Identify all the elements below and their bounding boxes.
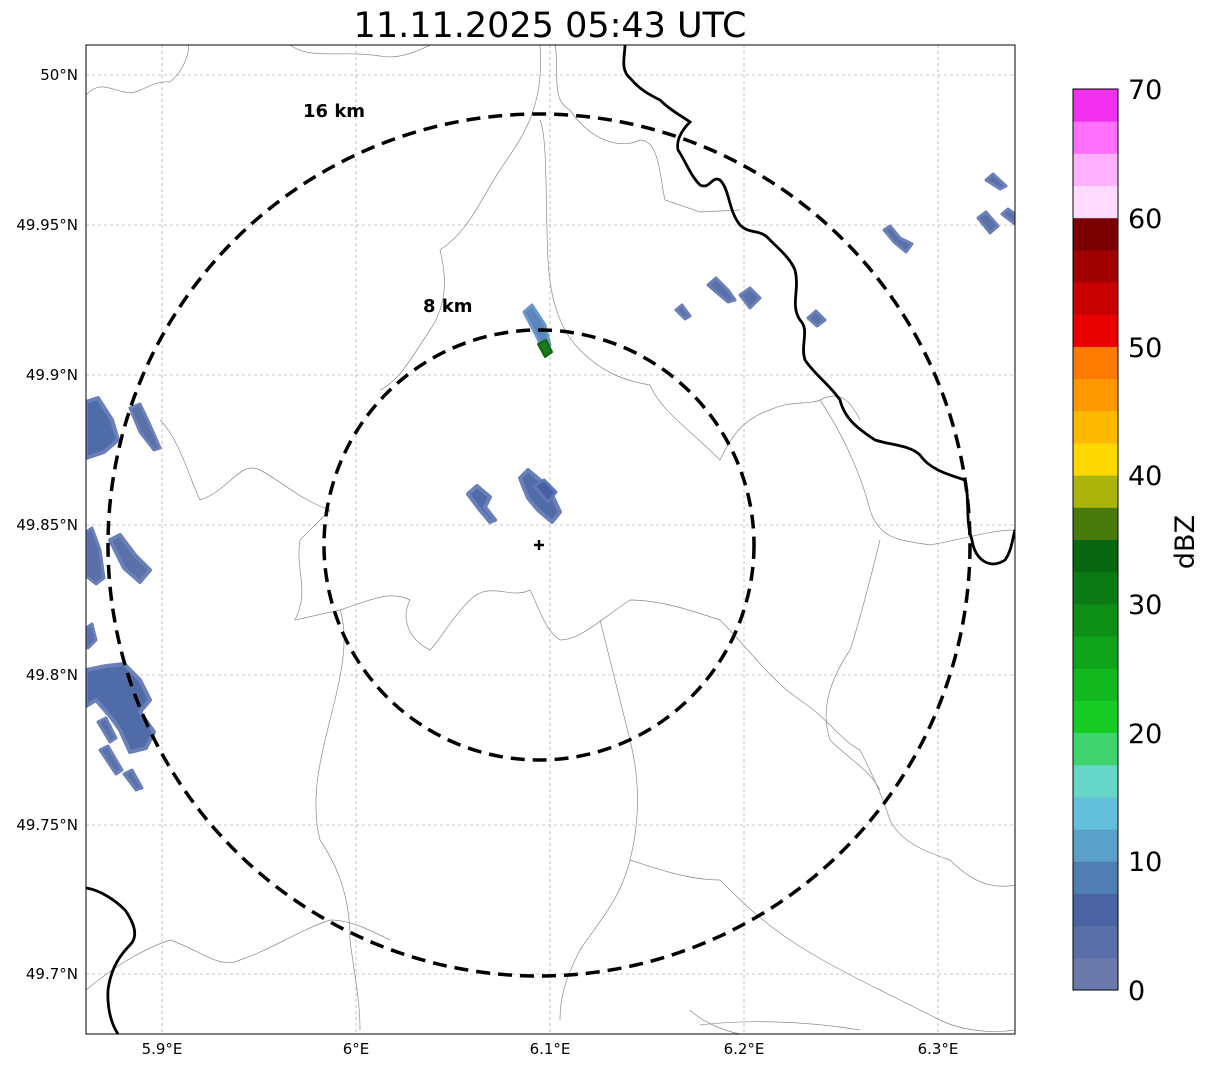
colorbar-segment xyxy=(1073,475,1118,508)
ring-label-8km: 8 km xyxy=(423,296,473,317)
colorbar-segment xyxy=(1073,442,1118,476)
colorbar-segment xyxy=(1073,764,1118,798)
colorbar-label: dBZ xyxy=(1170,515,1201,569)
lon-tick: 6.2°E xyxy=(724,1040,765,1058)
colorbar xyxy=(1073,89,1118,991)
colorbar-segment xyxy=(1073,861,1118,894)
colorbar-tick: 20 xyxy=(1128,719,1162,750)
colorbar-segment xyxy=(1073,185,1118,219)
map-title: 11.11.2025 05:43 UTC xyxy=(353,6,747,46)
map-frame xyxy=(85,44,1016,1035)
colorbar-segment xyxy=(1073,668,1118,701)
lon-tick: 5.9°E xyxy=(142,1040,183,1058)
colorbar-tick: 30 xyxy=(1128,590,1162,621)
lon-tick: 6.3°E xyxy=(918,1040,959,1058)
colorbar-segment xyxy=(1073,893,1118,927)
colorbar-segment xyxy=(1073,217,1118,251)
radar-site-cross-icon xyxy=(534,540,544,550)
radar-echoes xyxy=(86,172,1015,792)
colorbar-segment xyxy=(1073,829,1118,862)
colorbar-segment xyxy=(1073,346,1118,380)
admin-boundaries xyxy=(86,45,1015,1034)
lat-tick: 49.95°N xyxy=(16,216,78,234)
colorbar-tick: 40 xyxy=(1128,461,1162,492)
colorbar-frame xyxy=(1072,88,1119,991)
latitude-ticks: 50°N 49.95°N 49.9°N 49.85°N 49.8°N 49.75… xyxy=(16,66,78,983)
colorbar-ticks: 0 10 20 30 40 50 60 70 xyxy=(1128,75,1162,1007)
lat-tick: 49.8°N xyxy=(26,666,78,684)
colorbar-tick: 50 xyxy=(1128,333,1162,364)
lat-tick: 49.75°N xyxy=(16,816,78,834)
lon-tick: 6°E xyxy=(343,1040,370,1058)
colorbar-segment xyxy=(1073,314,1118,347)
map-area xyxy=(86,45,1015,1034)
colorbar-segment xyxy=(1073,796,1118,830)
lat-tick: 49.85°N xyxy=(16,516,78,534)
lat-tick: 50°N xyxy=(40,66,78,84)
colorbar-segment xyxy=(1073,410,1118,444)
colorbar-segment xyxy=(1073,603,1118,637)
colorbar-tick: 10 xyxy=(1128,847,1162,878)
colorbar-tick: 0 xyxy=(1128,976,1145,1007)
lon-tick: 6.1°E xyxy=(530,1040,571,1058)
longitude-ticks: 5.9°E 6°E 6.1°E 6.2°E 6.3°E xyxy=(142,1040,959,1058)
colorbar-segment xyxy=(1073,249,1118,283)
range-ring-16km xyxy=(106,112,972,978)
colorbar-segment xyxy=(1073,957,1118,991)
lat-tick: 49.7°N xyxy=(26,965,78,983)
range-ring-8km xyxy=(322,328,756,762)
colorbar-tick: 70 xyxy=(1128,75,1162,106)
colorbar-tick: 60 xyxy=(1128,204,1162,235)
colorbar-segment xyxy=(1073,507,1118,540)
gridlines xyxy=(86,45,1015,1034)
lat-tick: 49.9°N xyxy=(26,366,78,384)
ring-label-16km: 16 km xyxy=(303,101,365,122)
colorbar-segment xyxy=(1073,539,1118,573)
colorbar-segment xyxy=(1073,378,1118,412)
colorbar-segment xyxy=(1073,636,1118,669)
colorbar-segment xyxy=(1073,153,1118,187)
colorbar-segment xyxy=(1073,121,1118,154)
colorbar-segment xyxy=(1073,89,1118,122)
colorbar-segment xyxy=(1073,571,1118,605)
colorbar-segment xyxy=(1073,925,1118,959)
colorbar-segment xyxy=(1073,700,1118,734)
colorbar-segment xyxy=(1073,282,1118,315)
colorbar-segment xyxy=(1073,732,1118,766)
